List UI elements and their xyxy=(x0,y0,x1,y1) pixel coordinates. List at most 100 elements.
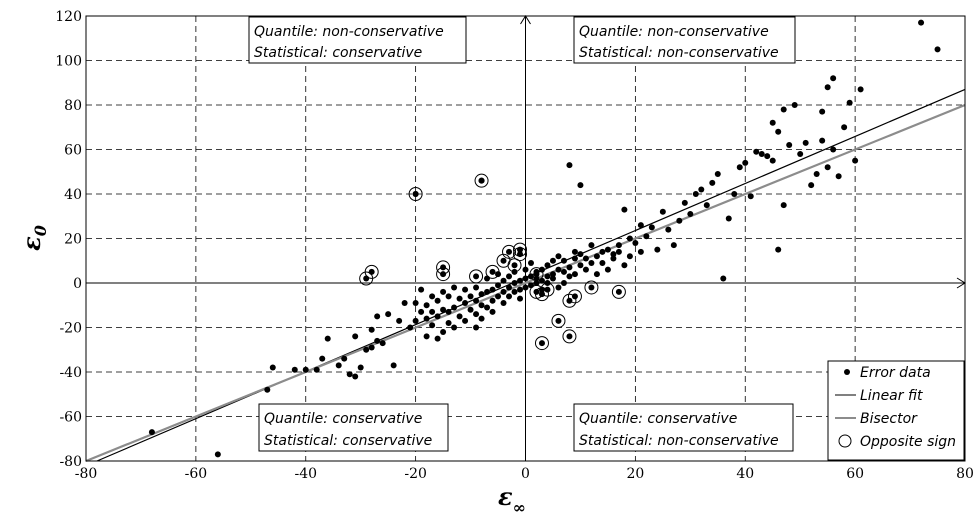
data-point xyxy=(593,253,600,260)
data-point xyxy=(593,271,600,278)
opposite-sign-point xyxy=(473,273,480,280)
data-point xyxy=(637,222,644,229)
opposite-sign-point xyxy=(440,271,447,278)
data-point xyxy=(478,302,485,309)
data-point xyxy=(588,242,595,249)
legend: Error data Linear fit Bisector Opposite … xyxy=(827,360,965,461)
data-point xyxy=(632,239,639,246)
data-point xyxy=(335,362,342,369)
data-point xyxy=(440,288,447,295)
opposite-sign-circle xyxy=(562,329,577,344)
data-point xyxy=(412,300,419,307)
opposite-sign-circle xyxy=(469,269,484,284)
data-point xyxy=(819,137,826,144)
data-point xyxy=(599,259,606,266)
data-point xyxy=(473,324,480,331)
data-point xyxy=(346,371,353,378)
quadrant-label-top-left: Quantile: non-conservative Statistical: … xyxy=(248,16,467,64)
data-point xyxy=(489,308,496,315)
opposite-sign-point xyxy=(511,262,518,269)
data-point xyxy=(429,293,436,300)
opposite-sign-point xyxy=(588,284,595,291)
data-point xyxy=(324,335,331,342)
data-point xyxy=(385,311,392,318)
data-point xyxy=(478,291,485,298)
data-point xyxy=(462,317,469,324)
data-point xyxy=(802,139,809,146)
data-point xyxy=(577,262,584,269)
y-tick-label: 120 xyxy=(55,9,82,25)
data-point xyxy=(423,302,430,309)
data-point xyxy=(659,208,666,215)
svg-text:Statistical: non-conservative: Statistical: non-conservative xyxy=(579,433,779,449)
data-point xyxy=(423,315,430,322)
data-point xyxy=(451,284,458,291)
data-point xyxy=(769,157,776,164)
opposite-sign-circle xyxy=(485,264,500,279)
y-tick-label: -40 xyxy=(59,365,82,381)
svg-text:Quantile: non-conservative: Quantile: non-conservative xyxy=(579,24,769,40)
data-point xyxy=(604,246,611,253)
y-tick-label: 40 xyxy=(64,187,82,203)
data-point xyxy=(846,99,853,106)
y-tick-label: 100 xyxy=(55,54,82,70)
data-point xyxy=(555,253,562,260)
data-point xyxy=(429,322,436,329)
data-point xyxy=(500,288,507,295)
data-point xyxy=(473,311,480,318)
data-point xyxy=(654,246,661,253)
data-point xyxy=(852,157,859,164)
data-point xyxy=(291,366,298,373)
data-point xyxy=(637,248,644,255)
opposite-sign-point xyxy=(506,248,513,255)
data-point xyxy=(467,306,474,313)
data-point xyxy=(571,271,578,278)
legend-error-data-marker xyxy=(844,369,850,375)
data-point xyxy=(566,273,573,280)
data-point xyxy=(451,324,458,331)
data-point xyxy=(423,333,430,340)
data-point xyxy=(495,293,502,300)
plot-frame xyxy=(85,15,966,462)
data-point xyxy=(440,306,447,313)
data-point xyxy=(758,150,765,157)
data-point xyxy=(368,344,375,351)
data-point xyxy=(445,320,452,327)
data-point xyxy=(566,162,573,169)
data-point xyxy=(527,259,534,266)
data-point xyxy=(549,275,556,282)
opposite-sign-point xyxy=(544,286,551,293)
data-point xyxy=(368,326,375,333)
data-point xyxy=(473,297,480,304)
opposite-sign-point xyxy=(500,257,507,264)
data-point xyxy=(352,333,359,340)
data-point xyxy=(681,199,688,206)
data-point xyxy=(269,364,276,371)
data-point xyxy=(676,217,683,224)
data-point xyxy=(264,386,271,393)
data-point xyxy=(714,170,721,177)
data-point xyxy=(615,248,622,255)
data-point xyxy=(148,429,155,436)
x-tick-label: 60 xyxy=(846,466,864,482)
data-point xyxy=(522,275,529,282)
data-point xyxy=(786,142,793,149)
y-axis-label: ε0 xyxy=(17,225,50,251)
data-point xyxy=(511,288,518,295)
y-tick-label: -20 xyxy=(59,321,82,337)
data-point xyxy=(604,266,611,273)
data-point xyxy=(830,146,837,153)
svg-text:Statistical: conservative: Statistical: conservative xyxy=(264,433,432,449)
opposite-sign-point xyxy=(533,271,540,278)
data-point xyxy=(418,286,425,293)
legend-linear-fit: Linear fit xyxy=(860,388,923,404)
x-tick-label: 80 xyxy=(956,466,974,482)
data-point xyxy=(484,275,491,282)
data-point xyxy=(456,295,463,302)
data-point xyxy=(626,253,633,260)
opposite-sign-circle xyxy=(540,282,555,297)
data-point xyxy=(857,86,864,93)
legend-opposite-sign-marker xyxy=(838,434,852,448)
data-point xyxy=(379,340,386,347)
